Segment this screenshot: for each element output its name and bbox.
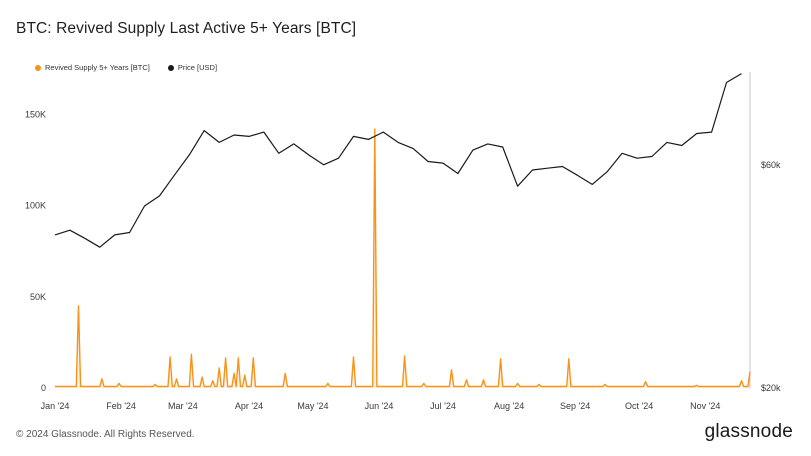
x-tick-label: Apr '24 [235, 401, 263, 411]
chart-legend: Revived Supply 5+ Years [BTC] Price [USD… [35, 63, 217, 72]
supply-area-fill [55, 129, 750, 388]
x-tick-label: Jan '24 [41, 401, 70, 411]
copyright-text: © 2024 Glassnode. All Rights Reserved. [16, 429, 195, 440]
y-left-tick-label: 0 [41, 383, 46, 393]
x-tick-label: Sep '24 [560, 401, 590, 411]
legend-item-supply[interactable]: Revived Supply 5+ Years [BTC] [35, 63, 150, 72]
x-tick-label: Jul '24 [430, 401, 456, 411]
x-tick-label: Aug '24 [494, 401, 524, 411]
y-left-tick-label: 50K [30, 292, 46, 302]
x-tick-label: Oct '24 [625, 401, 653, 411]
glassnode-logo: glassnode [704, 421, 793, 442]
x-tick-label: Jun '24 [365, 401, 394, 411]
legend-label-price: Price [USD] [177, 63, 218, 72]
x-tick-label: May '24 [297, 401, 328, 411]
y-left-tick-label: 100K [25, 201, 46, 211]
supply-series-line [55, 128, 751, 388]
x-tick-label: Feb '24 [106, 401, 136, 411]
x-tick-label: Nov '24 [690, 401, 720, 411]
legend-dot-price [167, 64, 174, 71]
y-right-tick-label: $20k [761, 383, 781, 393]
legend-dot-supply [35, 64, 41, 71]
x-tick-label: Mar '24 [168, 401, 198, 411]
price-series-line [54, 73, 742, 248]
legend-item-price[interactable]: Price [USD] [167, 63, 218, 72]
chart-title: BTC: Revived Supply Last Active 5+ Years… [16, 20, 357, 37]
legend-label-supply: Revived Supply 5+ Years [BTC] [45, 63, 150, 72]
y-right-tick-label: $60k [761, 160, 781, 170]
y-left-tick-label: 150K [25, 109, 46, 119]
